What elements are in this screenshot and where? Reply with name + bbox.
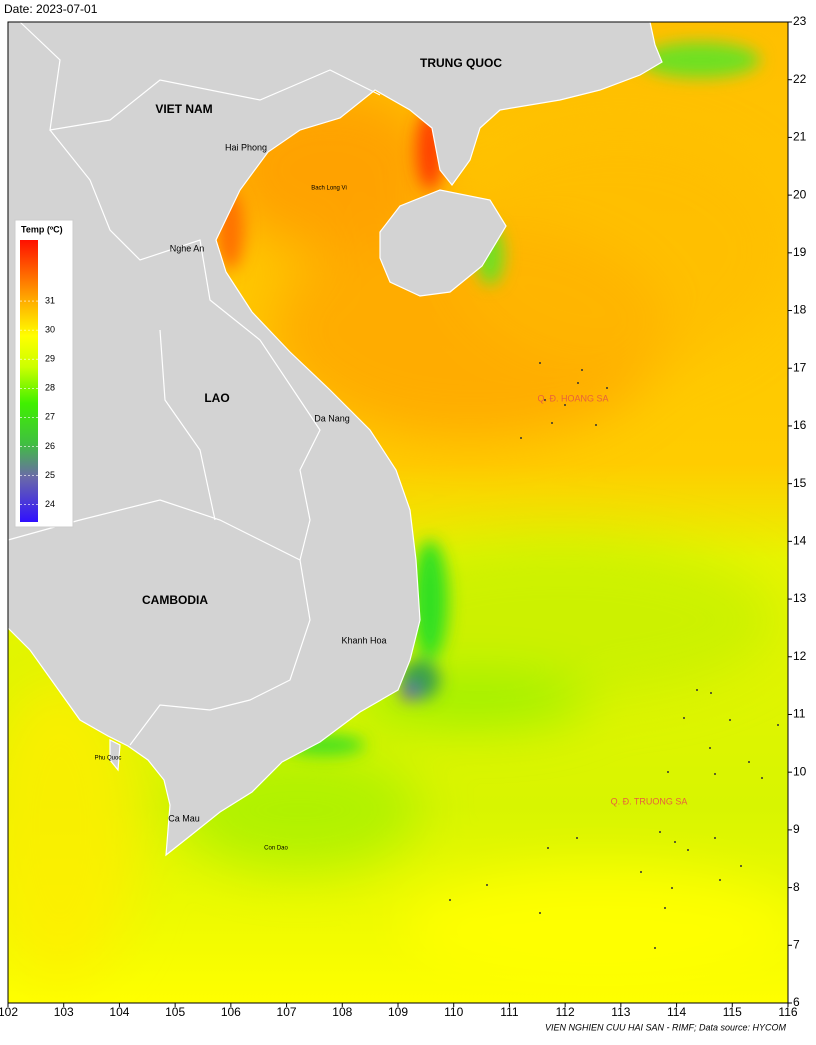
colorbar-label: 28 [45,383,55,393]
y-tick-label: 18 [793,303,807,317]
y-tick-label: 7 [793,937,800,951]
credit: VIEN NGHIEN CUU HAI SAN - RIMF; Data sou… [545,1022,787,1032]
y-tick-label: 13 [793,591,807,605]
colorbar-label: 27 [45,412,55,422]
y-tick-label: 15 [793,476,807,490]
x-tick-label: 116 [778,1005,797,1019]
y-tick-label: 14 [793,534,807,548]
x-tick-label: 114 [667,1005,686,1019]
place-label: LAO [204,391,229,405]
x-tick-label: 102 [0,1005,18,1019]
y-tick-label: 19 [793,245,807,259]
place-label: Q. Đ. TRUONG SA [611,796,688,806]
x-tick-label: 111 [500,1005,519,1019]
legend-title: Temp (ºC) [21,224,63,234]
colorbar-label: 24 [45,499,55,509]
place-label: Hai Phong [225,142,267,152]
x-tick-label: 105 [165,1005,185,1019]
land [7,21,663,857]
x-tick-label: 103 [54,1005,74,1019]
colorbar-label: 31 [45,295,55,305]
place-label: CAMBODIA [142,593,208,607]
date: Date: 2023-07-01 [4,2,98,16]
colorbar-label: 25 [45,470,55,480]
x-tick-label: 110 [444,1005,463,1019]
place-label: Con Dao [264,846,288,852]
x-tick-label: 115 [723,1005,742,1019]
borders [7,21,381,746]
y-tick-label: 16 [793,418,807,432]
place-label: VIET NAM [155,102,212,116]
x-tick-label: 104 [109,1005,129,1019]
y-tick-label: 21 [793,130,807,144]
y-tick-label: 22 [793,72,807,86]
place-label: TRUNG QUOC [420,56,502,70]
y-tick-label: 20 [793,187,807,201]
y-tick-label: 6 [793,995,800,1009]
place-label: Phu Quoc [95,756,122,762]
place-label: Q. Đ. HOANG SA [537,393,608,403]
x-tick-label: 107 [277,1005,297,1019]
place-label: Khanh Hoa [341,635,386,645]
x-tick-label: 112 [556,1005,575,1019]
place-label: Da Nang [314,413,350,423]
colorbar-label: 29 [45,354,55,364]
colorbar-label: 30 [45,324,55,334]
place-label: Bach Long Vi [311,186,347,192]
y-tick-label: 11 [793,707,806,721]
y-tick-label: 17 [793,360,807,374]
x-tick-label: 106 [221,1005,241,1019]
y-tick-label: 10 [793,764,807,778]
y-tick-label: 9 [793,822,800,836]
islands [449,362,779,949]
colorbar [20,240,38,522]
x-tick-label: 109 [388,1005,408,1019]
x-tick-label: 113 [611,1005,630,1019]
x-tick-label: 108 [332,1005,352,1019]
place-label: Nghe An [170,243,205,253]
y-tick-label: 8 [793,880,800,894]
colorbar-label: 26 [45,441,55,451]
y-tick-label: 12 [793,649,807,663]
y-tick-label: 23 [793,14,807,28]
place-label: Ca Mau [168,813,200,823]
